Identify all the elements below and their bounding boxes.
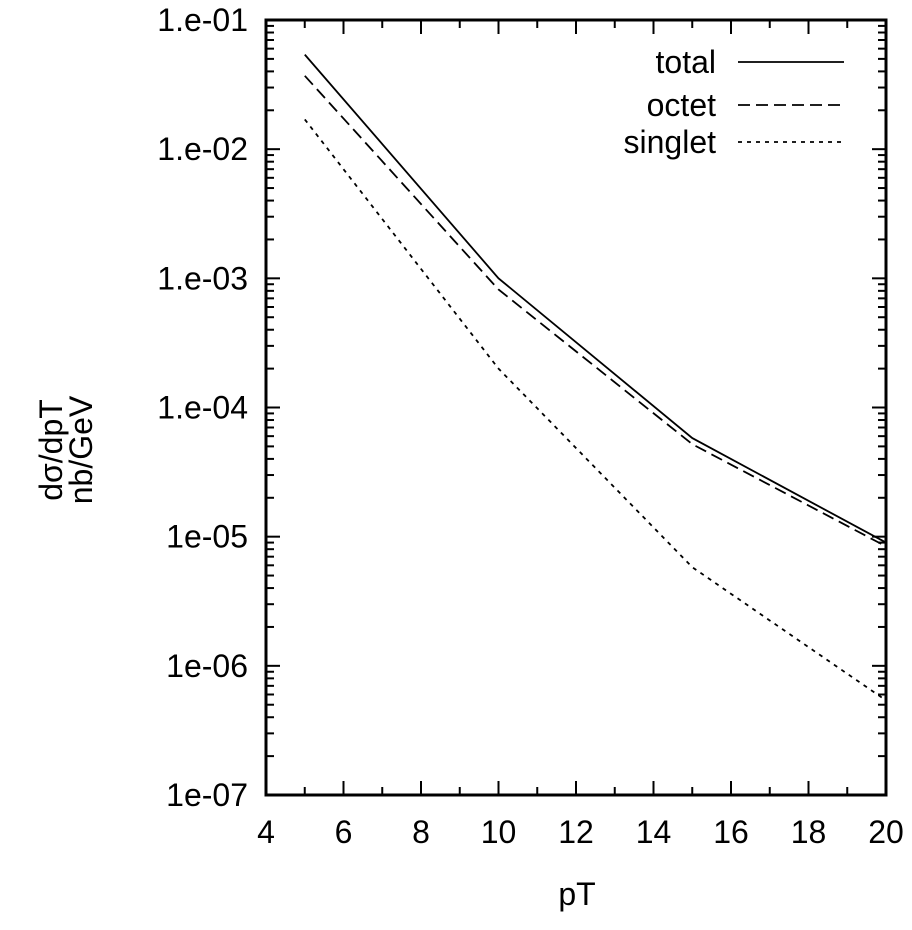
y-tick-label: 1.e-03 [157,260,248,296]
x-tick-label: 8 [412,814,430,850]
x-axis-title: pT [558,876,595,912]
series-layer [304,54,887,702]
y-tick-label: 1e-07 [166,777,248,813]
x-tick-label: 14 [636,814,672,850]
y-tick-label: 1.e-01 [157,2,248,38]
tick-labels: 4 6 8 10 12 14 16 18 20 1e-07 1e-06 1e-05 1.e-04 1.e-… [157,2,904,850]
legend-label-total: total [656,44,716,80]
x-tick-label: 16 [713,814,749,850]
series-line-total [304,54,887,544]
series-line-octet [304,75,887,548]
series-line-singlet [304,118,887,702]
y-tick-label: 1e-05 [166,519,248,555]
x-tick-label: 20 [868,814,904,850]
y-axis-title-line-2: nb/GeV [63,395,99,504]
x-tick-label: 10 [481,814,517,850]
y-tick-label: 1e-06 [166,648,248,684]
legend-label-octet: octet [647,87,716,123]
x-tick-label: 18 [791,814,827,850]
legend-label-singlet: singlet [624,124,717,160]
y-axis-title-line-1: dσ/dpT [33,399,69,501]
plot-frame [264,18,888,797]
x-tick-label: 4 [257,814,275,850]
y-tick-label: 1.e-04 [157,390,248,426]
y-axis-title: dσ/dpT nb/GeV [33,395,99,504]
y-tick-label: 1.e-02 [157,131,248,167]
x-tick-label: 12 [558,814,594,850]
x-tick-label: 6 [335,814,353,850]
